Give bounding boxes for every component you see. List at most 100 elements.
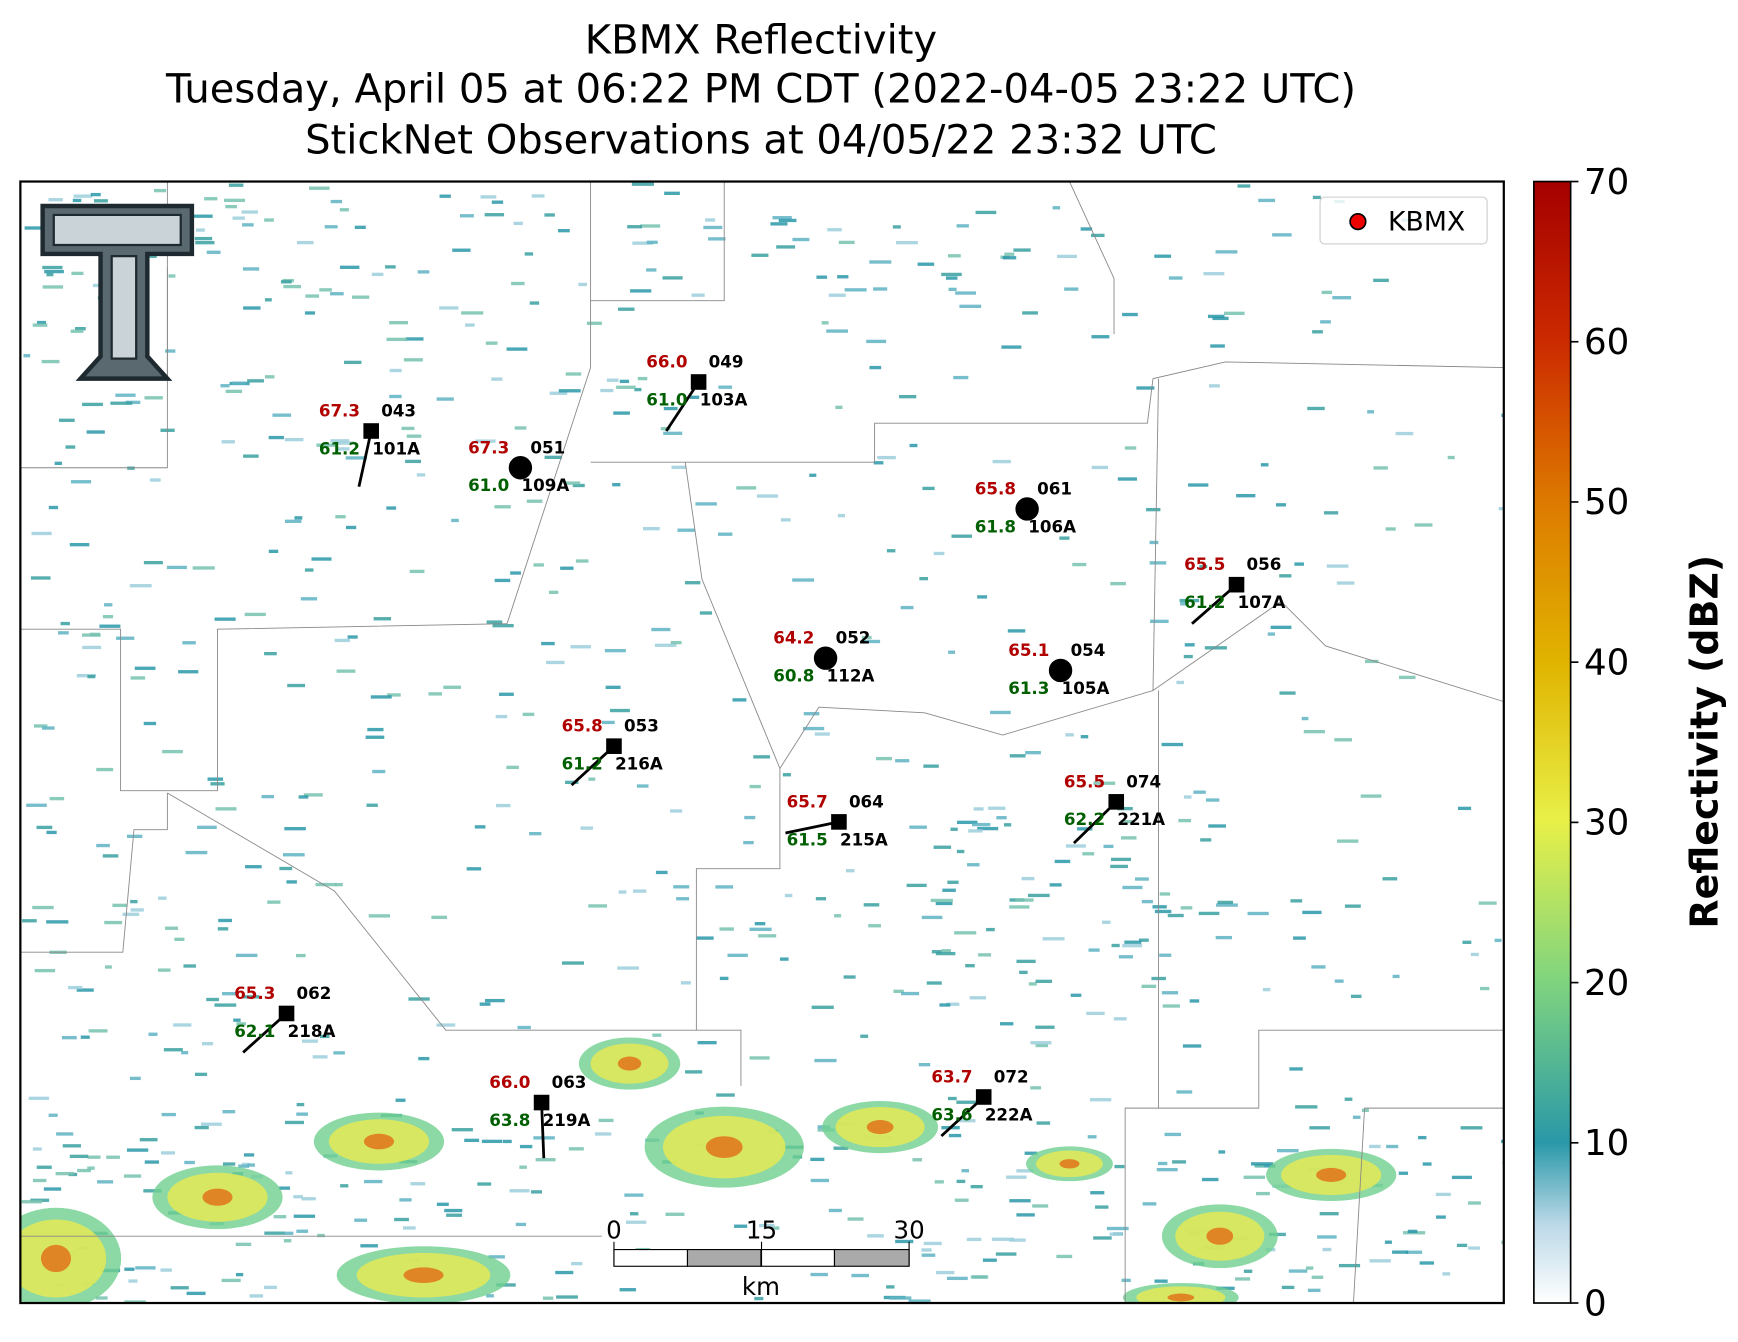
radar-echo — [756, 494, 778, 498]
radar-echo — [218, 918, 232, 923]
radar-echo — [243, 454, 259, 458]
radar-echo — [947, 880, 959, 884]
radar-echo — [496, 1283, 516, 1287]
radar-echo — [588, 904, 608, 908]
radar-echo — [335, 515, 346, 519]
radar-echo — [1142, 1202, 1157, 1206]
radar-echo — [973, 807, 984, 811]
radar-echo — [1212, 316, 1229, 321]
radar-echo — [168, 274, 176, 278]
radar-echo — [613, 411, 630, 415]
radar-echo — [662, 276, 683, 280]
radar-echo — [664, 191, 680, 195]
station-code: 052 — [836, 628, 871, 648]
radar-echo — [480, 195, 497, 199]
radar-echo — [743, 840, 754, 845]
radar-echo — [950, 827, 958, 831]
radar-echo — [770, 222, 788, 226]
radar-echo — [663, 406, 678, 411]
radar-echo — [1179, 598, 1200, 603]
radar-echo — [610, 708, 630, 713]
radar-echo — [360, 1244, 378, 1248]
radar-echo — [643, 526, 660, 531]
scale-unit: km — [742, 1272, 780, 1301]
radar-echo — [655, 870, 668, 875]
radar-echo — [184, 1160, 195, 1165]
radar-echo — [625, 1220, 647, 1224]
radar-echo — [697, 1040, 717, 1045]
radar-echo — [1502, 1161, 1504, 1165]
radar-echo — [1189, 999, 1200, 1003]
radar-echo — [284, 1120, 305, 1125]
radar-echo — [630, 289, 652, 293]
radar-echo — [947, 1096, 957, 1101]
radar-echo — [631, 182, 654, 186]
radar-echo — [149, 478, 161, 482]
radar-echo — [115, 393, 136, 397]
radar-echo — [408, 997, 430, 1001]
radar-echo — [1042, 937, 1065, 941]
radar-echo — [869, 260, 892, 264]
wind-barb — [665, 381, 700, 432]
radar-echo — [460, 214, 474, 218]
radar-echo — [1117, 477, 1137, 481]
radar-echo — [1236, 494, 1256, 498]
station-calm-marker — [508, 456, 533, 480]
radar-echo — [895, 759, 910, 763]
radar-echo — [945, 276, 958, 280]
radar-echo — [1049, 883, 1062, 887]
radar-echo — [1395, 431, 1414, 436]
radar-echo — [837, 275, 849, 279]
radar-echo — [394, 1217, 409, 1222]
radar-echo — [126, 834, 143, 839]
radar-echo — [792, 237, 810, 242]
radar-echo — [416, 473, 426, 477]
radar-echo — [1501, 413, 1504, 418]
radar-echo — [1172, 1160, 1187, 1164]
radar-echo — [1111, 943, 1120, 948]
radar-echo — [1138, 938, 1149, 942]
station-temperature: 67.3 — [319, 401, 360, 421]
radar-echo — [1205, 798, 1220, 802]
radar-echo — [161, 1151, 175, 1155]
radar-echo — [22, 919, 37, 923]
stations: 67.3 043 61.2 101A 67.3 051 61.0 109A 66.0 049 61.… — [234, 352, 1285, 1159]
radar-echo — [1009, 754, 1026, 758]
radar-echo — [268, 549, 279, 554]
station-code: 051 — [530, 437, 565, 457]
radar-echo — [30, 576, 51, 580]
radar-echo — [921, 1248, 932, 1252]
radar-echo — [319, 1034, 330, 1039]
radar-echo — [183, 964, 196, 968]
radar-echo — [26, 803, 47, 807]
radar-echo — [452, 248, 471, 252]
radar-echo — [951, 534, 972, 538]
radar-echo — [418, 1056, 430, 1061]
radar-echo — [680, 981, 691, 985]
radar-echo — [451, 518, 459, 523]
radar-echo — [1150, 619, 1169, 624]
radar-echo — [160, 1268, 172, 1272]
radar-echo — [1087, 1135, 1097, 1139]
radar-echo — [1294, 562, 1304, 566]
radar-echo — [1117, 806, 1133, 811]
radar-cell — [617, 1056, 642, 1071]
radar-echo — [684, 581, 701, 585]
radar-echo — [242, 223, 254, 227]
radar-echo — [264, 1285, 277, 1290]
radar-echo — [1237, 184, 1251, 188]
radar-echo — [1007, 629, 1026, 633]
radar-echo — [606, 378, 619, 382]
radar-echo — [529, 301, 540, 305]
colorbar-tick-label: 60 — [1584, 322, 1629, 363]
station-dewpoint: 61.2 — [562, 754, 603, 774]
radar-echo — [751, 253, 769, 257]
radar-echo — [1001, 345, 1022, 349]
radar-echo — [815, 897, 827, 901]
radar-echo — [1470, 952, 1479, 957]
radar-echo — [130, 676, 146, 680]
station-dewpoint: 63.8 — [489, 1110, 530, 1130]
radar-echo — [1350, 994, 1362, 999]
radar-echo — [70, 480, 92, 484]
radar-echo — [298, 795, 309, 799]
